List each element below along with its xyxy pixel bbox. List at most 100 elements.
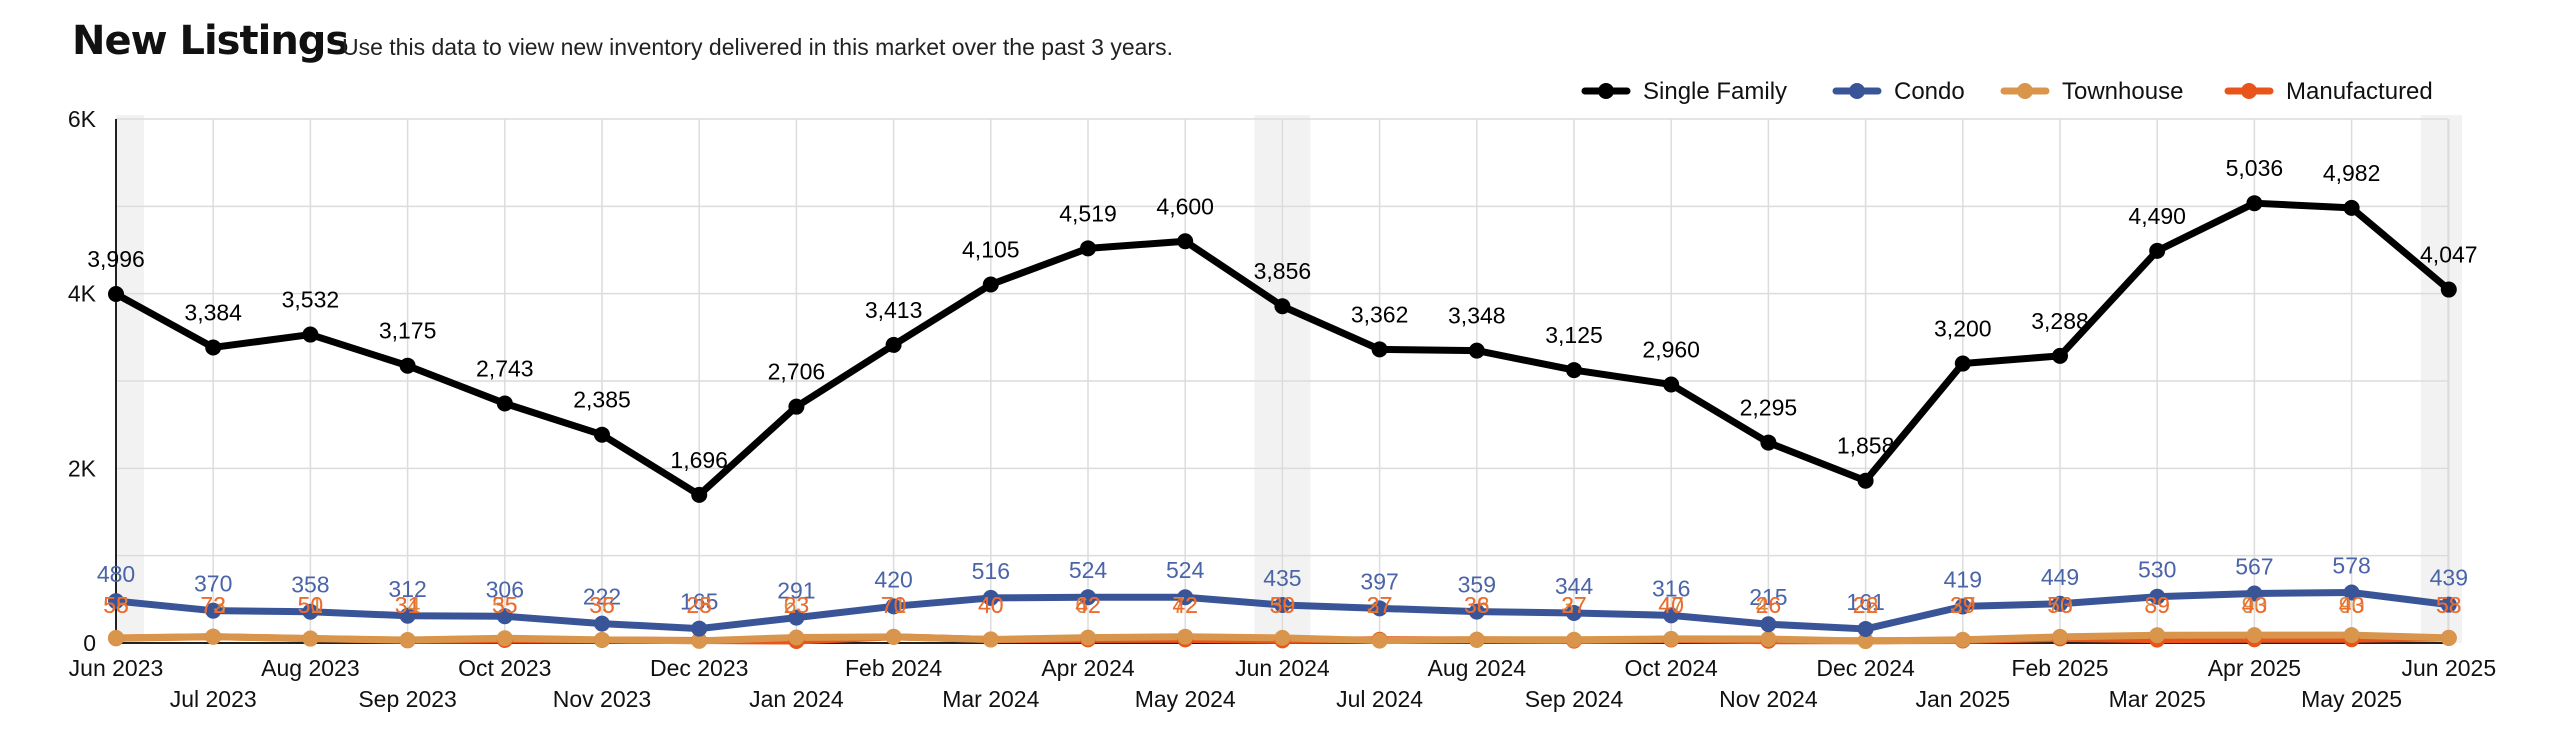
data-label: 2,385 [573,387,631,413]
highlight-bands [116,115,2462,643]
data-label: 3,288 [2031,308,2089,334]
data-point [2246,627,2263,644]
data-point [1760,630,1777,647]
data-point [108,593,124,610]
legend-label: Condo [1894,78,1965,105]
data-point [205,602,222,619]
series-points [108,195,2457,650]
x-tick-label: Oct 2024 [1625,655,1719,681]
legend-label: Townhouse [2062,78,2183,105]
data-label: 161 [1846,589,1884,615]
data-label: 222 [583,584,621,610]
data-label: 50 [298,592,324,618]
data-point [788,629,805,646]
data-label: 316 [1652,575,1690,601]
data-point [205,339,222,356]
data-label: 397 [1360,568,1398,594]
data-label: 26 [1853,592,1879,618]
data-label: 567 [2235,553,2273,579]
data-label: 1,858 [1837,433,1895,459]
x-tick-label: Jul 2024 [1336,686,1423,712]
legend-label: Manufactured [2286,78,2433,105]
data-label: 435 [1263,565,1301,591]
data-label: 70 [2047,592,2073,618]
data-label: 47 [1658,592,1684,618]
data-point [399,357,416,374]
data-point [1857,633,1874,650]
x-tick-label: Feb 2024 [845,655,942,681]
data-label: 344 [1555,573,1594,599]
data-label: 43 [2339,592,2365,618]
data-label: 3,413 [865,297,923,323]
legend-swatch-marker [1598,83,1614,99]
data-point [594,615,610,632]
data-label: 58 [2436,592,2462,618]
data-point [399,632,416,649]
x-tick-label: Nov 2024 [1719,686,1818,712]
data-label: 90 [2339,592,2365,618]
legend-item: Condo [1832,78,1965,105]
data-point [594,426,610,443]
data-label: 40 [978,592,1004,618]
data-label: 70 [881,592,907,618]
data-label: 53 [2047,592,2073,618]
data-point [2440,596,2457,613]
data-point [1566,604,1582,621]
data-label: 3,348 [1448,303,1506,329]
data-label: 29 [1950,592,1976,618]
data-label: 26 [1756,592,1782,618]
data-point [1566,362,1582,379]
data-point [1274,629,1291,646]
data-point [302,630,319,647]
data-label: 524 [1069,557,1108,583]
data-label: 37 [1950,592,1976,618]
data-label: 419 [1944,566,1982,592]
data-point [1954,598,1971,615]
legend: Single Family Condo Townhouse Manufactured [1581,78,2433,105]
legend-item: Townhouse [2000,78,2183,105]
y-tick-label: 2K [68,455,97,481]
data-point [205,628,222,645]
data-point [1177,628,1194,645]
data-label: 39 [2144,592,2170,618]
data-label: 37 [1367,592,1393,618]
data-label: 43 [2242,592,2268,618]
x-tick-label: Dec 2024 [1816,655,1915,681]
data-label: 42 [1172,592,1198,618]
data-label: 22 [1853,592,1879,618]
data-label: 55 [103,592,129,618]
data-label: 312 [388,576,426,602]
data-label: 27 [1367,592,1393,618]
data-label: 215 [1749,584,1787,610]
data-label: 28 [686,592,712,618]
data-point [399,607,416,624]
data-point [2246,585,2263,602]
data-point [1566,631,1582,648]
x-tick-label: Jan 2024 [749,686,844,712]
data-label: 420 [874,566,912,592]
data-label: 3,200 [1934,316,1992,342]
x-tick-label: Jan 2025 [1915,686,2010,712]
data-label: 36 [1464,592,1490,618]
data-label: 4,519 [1059,200,1117,226]
data-point [1371,341,1388,358]
data-point [2149,242,2166,259]
data-point [982,589,999,606]
data-point [1274,298,1291,315]
data-point [2343,627,2360,644]
data-point [1954,355,1971,372]
data-label: 40 [978,592,1004,618]
data-label: 480 [97,561,135,587]
data-label: 5,036 [2226,155,2284,181]
data-point [108,629,124,646]
data-point [691,620,708,637]
data-label: 2,706 [768,359,826,385]
legend-swatch-marker [2241,83,2257,99]
data-point [2440,629,2457,646]
data-label: 36 [589,592,615,618]
data-label: 165 [680,589,718,615]
data-label: 4,105 [962,236,1020,262]
x-tick-label: Oct 2023 [458,655,551,681]
x-tick-label: Feb 2025 [2011,655,2108,681]
